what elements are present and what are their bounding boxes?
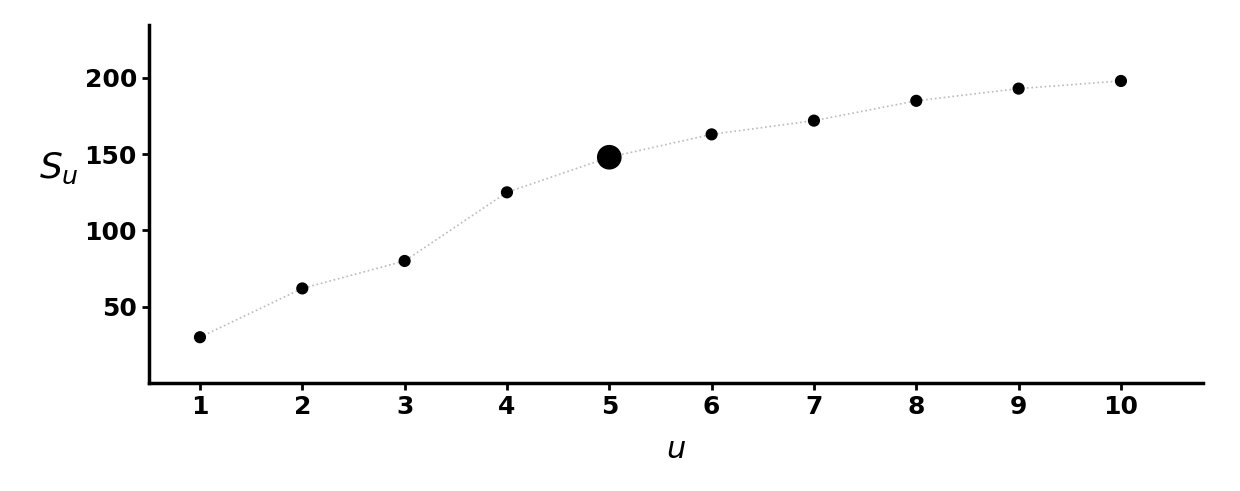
Point [1008, 84, 1028, 92]
X-axis label: $\mathit{u}$: $\mathit{u}$ [666, 436, 686, 464]
Point [190, 333, 210, 341]
Point [804, 117, 823, 125]
Point [1111, 77, 1131, 85]
Point [906, 97, 926, 105]
Point [293, 284, 312, 292]
Point [702, 131, 722, 138]
Point [599, 153, 619, 161]
Point [497, 189, 517, 196]
Y-axis label: $\mathit{S_u}$: $\mathit{S_u}$ [40, 151, 79, 186]
Point [394, 257, 414, 265]
